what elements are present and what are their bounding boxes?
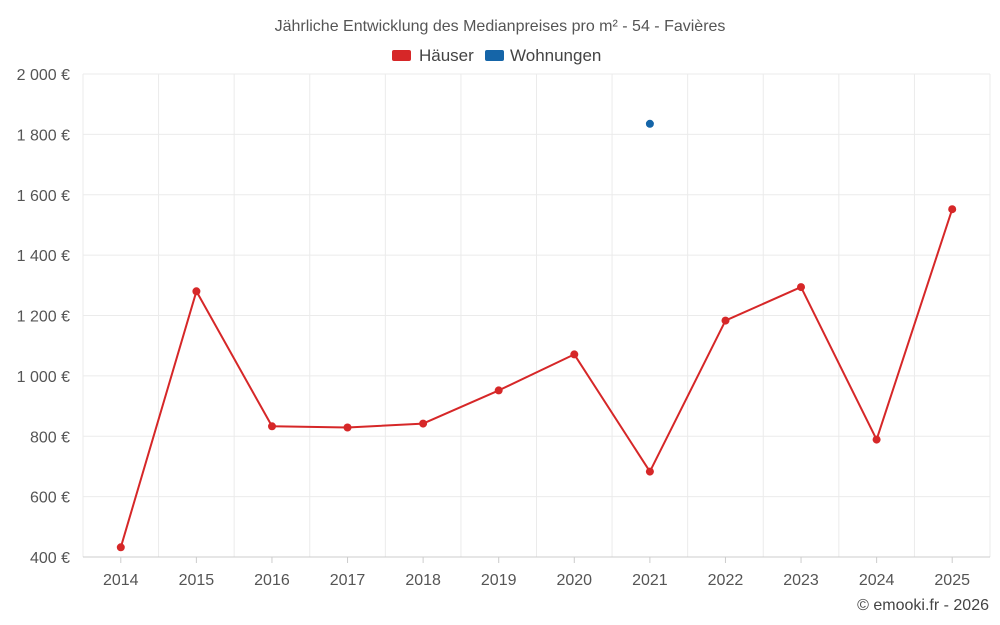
data-point-haeuser-2014[interactable]: [116, 543, 125, 552]
credit-text: © emooki.fr - 2026: [857, 597, 989, 614]
legend-swatch-haeuser: [392, 50, 411, 61]
data-point-haeuser-2017[interactable]: [343, 423, 352, 432]
y-tick-label: 1 200 €: [17, 309, 70, 326]
y-tick-label: 600 €: [30, 490, 70, 507]
grid: [82, 73, 991, 557]
x-tick-label: 2020: [556, 572, 592, 589]
x-tick-label: 2025: [934, 572, 970, 589]
legend-item-haeuser[interactable]: Häuser: [392, 46, 474, 65]
y-tick-label: 1 800 €: [17, 127, 70, 144]
data-point-haeuser-2021[interactable]: [645, 467, 654, 476]
data-point-wohnungen-2021[interactable]: [645, 119, 654, 128]
x-tick-label: 2016: [254, 572, 290, 589]
series-line-haeuser: [119, 208, 954, 548]
legend-label-haeuser: Häuser: [419, 46, 474, 65]
data-point-haeuser-2022[interactable]: [721, 316, 730, 325]
x-tick-label: 2024: [859, 572, 895, 589]
legend-swatch-wohnungen: [485, 50, 504, 61]
data-point-haeuser-2018[interactable]: [419, 419, 428, 428]
x-tick-label: 2019: [481, 572, 517, 589]
chart-title: Jährliche Entwicklung des Medianpreises …: [275, 18, 726, 35]
y-tick-label: 1 000 €: [17, 369, 70, 386]
x-tick-label: 2021: [632, 572, 668, 589]
data-point-haeuser-2023[interactable]: [797, 283, 805, 292]
data-point-haeuser-2025[interactable]: [948, 205, 957, 214]
data-point-haeuser-2020[interactable]: [570, 350, 579, 359]
data-point-haeuser-2015[interactable]: [192, 287, 201, 296]
legend-label-wohnungen: Wohnungen: [510, 46, 601, 65]
series: [116, 119, 957, 552]
legend: Häuser Wohnungen: [392, 46, 601, 65]
x-tick-label: 2022: [708, 572, 744, 589]
x-tick-label: 2017: [330, 572, 366, 589]
x-tick-label: 2023: [783, 572, 819, 589]
y-tick-label: 2 000 €: [17, 67, 70, 84]
y-tick-label: 400 €: [30, 550, 70, 567]
x-tick-label: 2015: [179, 572, 215, 589]
x-tick-label: 2014: [103, 572, 139, 589]
y-tick-label: 1 400 €: [17, 248, 70, 265]
legend-item-wohnungen[interactable]: Wohnungen: [485, 46, 601, 65]
y-tick-label: 800 €: [30, 429, 70, 446]
data-point-haeuser-2019[interactable]: [494, 386, 503, 395]
data-point-haeuser-2016[interactable]: [268, 422, 276, 431]
x-tick-label: 2018: [405, 572, 441, 589]
data-point-haeuser-2024[interactable]: [872, 435, 881, 444]
axes: 400 € 600 € 800 € 1 000 € 1 200 € 1 400 € 1 60…: [17, 67, 990, 589]
y-tick-label: 1 600 €: [17, 188, 70, 205]
